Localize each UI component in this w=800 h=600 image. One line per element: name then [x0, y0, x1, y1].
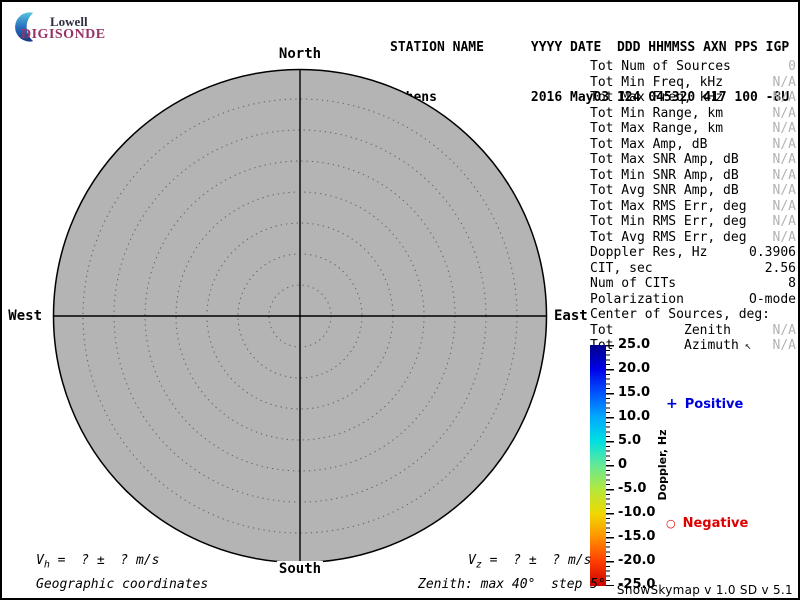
- stat-row: Tot Avg RMS Err, deg N/A: [590, 230, 796, 246]
- skymap-polar-plot: [52, 68, 548, 564]
- compass-south-label: South: [276, 561, 324, 577]
- stat-label: Tot Max Amp, dB: [590, 136, 708, 152]
- plus-icon: +: [666, 396, 678, 412]
- stat-sublabel: Azimuth: [684, 338, 739, 353]
- stat-label: Tot Min RMS Err, deg: [590, 214, 747, 229]
- stat-row: Tot Min Range, km N/A: [590, 106, 796, 122]
- stat-value: 8: [788, 276, 796, 291]
- stat-value: N/A: [772, 322, 796, 338]
- lowell-digisonde-logo: Lowell DIGISONDE: [10, 8, 140, 46]
- stat-row: Tot Max Range, km N/A: [590, 121, 796, 137]
- stat-label: CIT, sec: [590, 260, 653, 276]
- stat-value: N/A: [772, 90, 796, 105]
- stat-row: Doppler Res, Hz 0.3906: [590, 245, 796, 261]
- app-version-label: ShowSkymap v 1.0 SD v 5.1: [616, 583, 793, 597]
- compass-east-label: East: [554, 308, 588, 324]
- stat-value: N/A: [772, 214, 796, 229]
- compass-north-label: North: [278, 46, 322, 62]
- colorbar-tick-label: 0: [618, 457, 628, 472]
- stat-row: Num of CITs 8: [590, 276, 796, 292]
- colorbar-tick-label: 10.0: [618, 409, 651, 424]
- stat-label: Doppler Res, Hz: [590, 245, 708, 260]
- logo-lowell-text: Lowell: [50, 14, 88, 29]
- stat-row: CIT, sec 2.56: [590, 261, 796, 277]
- stat-label: Tot Avg RMS Err, deg: [590, 229, 747, 245]
- header-column-titles: STATION NAME YYYY DATE DDD HHMMSS AXN PP…: [390, 40, 790, 55]
- stat-value: 2.56: [764, 260, 796, 276]
- stat-row: Tot Min SNR Amp, dB N/A: [590, 168, 796, 184]
- colorbar-tick-label: -10.0: [618, 505, 656, 520]
- stat-label: Tot Max Range, km: [590, 121, 724, 136]
- crosshair-axes: [54, 70, 546, 562]
- colorbar-tick-label: 5.0: [618, 433, 642, 448]
- stat-label: Tot Min SNR Amp, dB: [590, 167, 739, 183]
- stat-label: Tot Min Freq, kHz: [590, 74, 724, 90]
- colorbar-tick-label: -25.0: [618, 577, 656, 592]
- stat-row: Tot Max RMS Err, deg N/A: [590, 199, 796, 215]
- stat-label: Num of CITs: [590, 276, 677, 291]
- stat-row: Tot Max Freq, kHz N/A: [590, 90, 796, 106]
- stat-value: N/A: [772, 167, 796, 183]
- header-info: STATION NAME YYYY DATE DDD HHMMSS AXN PP…: [390, 7, 789, 139]
- stat-label: Tot Max SNR Amp, dB: [590, 152, 739, 167]
- zenith-scale-note: Zenith: max 40° step 5°: [418, 577, 606, 592]
- colorbar-tick-label: 15.0: [618, 385, 651, 400]
- crescent-icon: [15, 12, 34, 42]
- stat-value: N/A: [772, 198, 796, 214]
- stat-row: Tot Avg SNR Amp, dB N/A: [590, 183, 796, 199]
- stat-row: Tot Min RMS Err, deg N/A: [590, 214, 796, 230]
- colorbar-major-ticks: [606, 345, 614, 586]
- center-azimuth-row: TotAzimuth↖N/A: [590, 338, 796, 354]
- compass-west-label: West: [8, 308, 42, 324]
- horizontal-velocity-readout: Vh = ? ± ? m/s: [36, 553, 160, 571]
- colorbar-axis-title: Doppler, Hz: [656, 429, 669, 501]
- stat-row: Tot Num of Sources 0: [590, 59, 796, 75]
- stat-value: N/A: [772, 121, 796, 136]
- mouse-cursor-icon: ↖: [744, 339, 752, 352]
- colorbar-tick-label: -20.0: [618, 553, 656, 568]
- stat-label: Polarization: [590, 291, 684, 307]
- stat-value: 0.3906: [749, 245, 796, 260]
- stat-label: Tot Avg SNR Amp, dB: [590, 183, 739, 198]
- colorbar-gradient: [590, 345, 606, 586]
- stat-value: O-mode: [749, 291, 796, 307]
- stat-value: 0: [788, 59, 796, 74]
- stat-row: Tot Min Freq, kHz N/A: [590, 75, 796, 91]
- stat-label: Tot Min Range, km: [590, 105, 724, 121]
- legend-positive-label: Positive: [684, 397, 744, 412]
- totals-stats-panel: Tot Num of Sources 0 Tot Min Freq, kHz N/A…: [590, 59, 796, 354]
- colorbar-tick-label: 20.0: [618, 361, 651, 376]
- colorbar-tick-label: 25.0: [618, 337, 651, 352]
- stat-value: N/A: [772, 229, 796, 245]
- stat-value: N/A: [772, 105, 796, 121]
- stat-value: N/A: [772, 74, 796, 90]
- stat-row: Tot Max SNR Amp, dB N/A: [590, 152, 796, 168]
- stat-label: Tot Max Freq, kHz: [590, 90, 724, 105]
- open-circle-icon: ○: [666, 517, 676, 530]
- stat-value: N/A: [772, 338, 796, 353]
- stat-value: N/A: [772, 152, 796, 167]
- legend-positive: + Positive: [666, 396, 743, 412]
- stat-label: Tot: [590, 322, 614, 338]
- coordinate-system-label: Geographic coordinates: [36, 577, 209, 592]
- center-zenith-row: Tot Zenith N/A: [590, 323, 796, 339]
- stat-sublabel: Zenith: [684, 322, 731, 338]
- colorbar-tick-label: -15.0: [618, 529, 656, 544]
- stat-label: Tot Num of Sources: [590, 59, 731, 74]
- vertical-velocity-readout: Vz = ? ± ? m/s: [468, 553, 592, 571]
- stat-label: Tot Max RMS Err, deg: [590, 198, 747, 214]
- legend-negative-label: Negative: [682, 516, 749, 531]
- center-of-sources-header: Center of Sources, deg:: [590, 307, 771, 322]
- colorbar-tick-label: -5.0: [618, 481, 647, 496]
- stat-value: N/A: [772, 183, 796, 198]
- stat-value: N/A: [772, 136, 796, 152]
- stat-row: Polarization O-mode: [590, 292, 796, 308]
- logo-digisonde-text: DIGISONDE: [21, 27, 106, 42]
- stat-row: Tot Max Amp, dB N/A: [590, 137, 796, 153]
- legend-negative: ○ Negative: [666, 516, 748, 531]
